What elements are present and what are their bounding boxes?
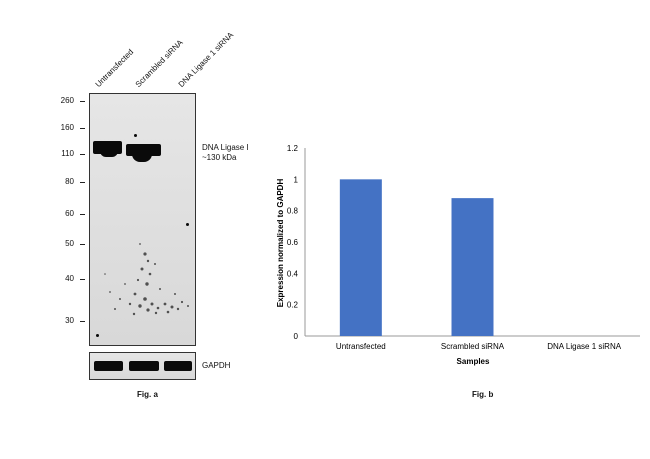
gapdh-band-1 <box>94 361 123 371</box>
gapdh-blot <box>89 352 196 380</box>
y-tick-label: 1.2 <box>287 144 299 153</box>
y-tick-label: 0 <box>294 332 299 341</box>
bar <box>451 198 494 336</box>
gapdh-label: GAPDH <box>202 361 231 370</box>
mw-tick <box>80 321 85 322</box>
main-blot <box>89 93 196 346</box>
mw-marker-80: 80 <box>65 177 74 186</box>
blot-dot <box>186 223 189 226</box>
mw-marker-110: 110 <box>61 149 74 158</box>
fig-b-caption: Fig. b <box>472 390 494 399</box>
mw-tick <box>80 244 85 245</box>
mw-marker-260: 260 <box>60 96 74 105</box>
y-axis-label: Expression normalized to GAPDH <box>276 179 285 308</box>
ligase-band-label-size: ~130 kDa <box>202 153 237 162</box>
x-tick-label: DNA Ligase 1 siRNA <box>547 342 621 351</box>
x-axis-label: Samples <box>457 357 490 366</box>
gapdh-band-3 <box>164 361 192 371</box>
mw-tick <box>80 214 85 215</box>
fig-a-caption: Fig. a <box>137 390 158 399</box>
mw-tick <box>80 101 85 102</box>
mw-tick <box>80 154 85 155</box>
y-tick-label: 0.2 <box>287 301 299 310</box>
blot-dot <box>96 334 99 337</box>
y-tick-label: 0.8 <box>287 207 299 216</box>
y-tick-label: 1 <box>294 175 299 184</box>
bar <box>339 179 382 336</box>
mw-marker-40: 40 <box>65 274 74 283</box>
mw-marker-160: 160 <box>60 123 74 132</box>
x-tick-label: Scrambled siRNA <box>441 342 505 351</box>
mw-marker-30: 30 <box>65 316 74 325</box>
ligase-band-label: DNA Ligase I ~130 kDa <box>202 143 249 163</box>
ligase-band-label-name: DNA Ligase I <box>202 143 249 152</box>
ligase-band-smear-left <box>100 149 118 157</box>
mw-marker-60: 60 <box>65 209 74 218</box>
y-tick-label: 0.4 <box>287 269 299 278</box>
mw-tick <box>80 128 85 129</box>
mw-marker-50: 50 <box>65 239 74 248</box>
gapdh-band-2 <box>129 361 159 371</box>
ligase-band-smear-right <box>132 152 152 162</box>
speckle-noise <box>104 243 189 316</box>
blot-dot <box>134 134 137 137</box>
mw-tick <box>80 279 85 280</box>
x-tick-label: Untransfected <box>336 342 386 351</box>
mw-tick <box>80 182 85 183</box>
y-tick-label: 0.6 <box>287 238 299 247</box>
